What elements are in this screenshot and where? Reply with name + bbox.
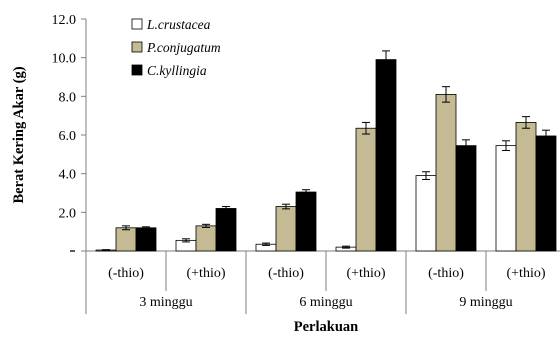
x-group-label: 6 minggu	[299, 295, 352, 310]
x-category-label: (-thio)	[268, 266, 304, 281]
bar	[435, 94, 457, 252]
y-tick-label: 6.0	[59, 129, 77, 144]
x-group-label: 9 minggu	[459, 295, 512, 310]
bar	[355, 127, 377, 252]
legend-label: P.conjugatum	[146, 40, 221, 55]
bar	[375, 59, 397, 252]
y-tick-label: -	[71, 245, 76, 260]
legend-swatch	[131, 18, 143, 30]
legend-swatch	[131, 41, 143, 53]
x-category-label: (-thio)	[108, 266, 144, 281]
bar	[215, 208, 237, 252]
bar	[135, 227, 157, 252]
y-tick-label: 8.0	[59, 90, 77, 105]
y-axis-title: Berat Kering Akar (g)	[11, 66, 27, 203]
bar	[295, 191, 317, 252]
bar	[495, 145, 517, 252]
bar	[515, 122, 537, 252]
y-tick-label: 12.0	[52, 13, 77, 28]
x-category-label: (+thio)	[347, 266, 386, 281]
x-group-label: 3 minggu	[139, 295, 192, 310]
x-category-label: (+thio)	[187, 266, 226, 281]
legend-swatch	[131, 64, 143, 76]
legend-label: L.crustacea	[146, 17, 211, 32]
bar	[535, 135, 557, 252]
bar	[195, 225, 217, 252]
plot-area: - 2.0 4.0 6.0 8.0 10.0 12.0 (-thio) (+thio) (-thi…	[52, 13, 560, 314]
legend: L.crustacea P.conjugatum C.kyllingia	[131, 17, 221, 78]
x-axis-title: Perlakuan	[294, 319, 358, 335]
y-tick-label: 4.0	[59, 168, 77, 183]
x-category-label: (-thio)	[428, 266, 464, 281]
x-category-label: (+thio)	[507, 266, 546, 281]
bar	[415, 175, 437, 252]
legend-label: C.kyllingia	[147, 63, 207, 78]
y-tick-label: 10.0	[52, 52, 77, 67]
y-tick-label: 2.0	[59, 206, 77, 221]
bar	[115, 227, 137, 252]
bar	[455, 145, 477, 252]
bar	[275, 206, 297, 252]
